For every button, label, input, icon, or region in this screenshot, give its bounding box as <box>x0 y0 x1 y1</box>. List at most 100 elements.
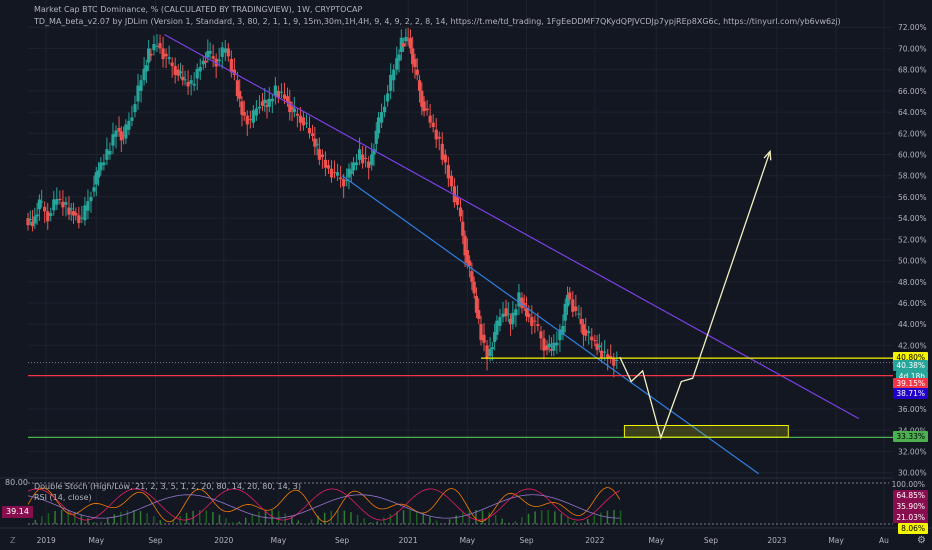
candle-body <box>561 325 565 335</box>
osc-histogram-bar <box>277 511 280 524</box>
candle-body <box>565 295 570 307</box>
candle-body <box>530 317 534 326</box>
rsi-legend[interactable]: RSI (14, close) <box>34 493 92 502</box>
y-tick-label: 34.00% <box>898 426 927 435</box>
x-tick-label: May <box>271 536 287 545</box>
candle-body <box>149 53 153 56</box>
candle-body <box>574 306 578 311</box>
candle-body <box>455 196 460 205</box>
candle-body <box>270 98 274 102</box>
osc-histogram-bar <box>455 515 457 524</box>
x-tick-label: 2023 <box>767 536 786 545</box>
candle-body <box>386 93 390 102</box>
x-tick-label: 2020 <box>214 536 233 545</box>
candle-body <box>119 131 123 141</box>
candle-body <box>158 43 162 49</box>
candle-body <box>238 90 242 99</box>
stoch-legend[interactable]: Double Stoch (High/Low, 21, 2, 3, 5, 1, … <box>34 482 302 491</box>
candle-body <box>539 331 543 339</box>
osc-histogram-bar <box>540 510 543 524</box>
osc-histogram-bar <box>586 518 589 524</box>
osc-histogram-bar <box>159 520 162 524</box>
osc-histogram-bar <box>600 512 602 524</box>
candle-body <box>472 281 476 294</box>
osc-histogram-bar <box>100 521 102 524</box>
y-tick-label: 54.00% <box>898 214 927 223</box>
osc-tick-label: 8.06% <box>898 523 928 534</box>
candle-body <box>89 196 93 202</box>
osc-histogram-bar <box>297 520 300 524</box>
x-tick-label: May <box>828 536 844 545</box>
candle-body <box>96 170 101 178</box>
candle-body <box>465 249 469 264</box>
candle-body <box>136 85 140 102</box>
candle-body <box>379 112 384 123</box>
candle-body <box>395 58 399 70</box>
candle-body <box>326 165 331 169</box>
osc-histogram-bar <box>521 517 523 524</box>
trend-line-0 <box>164 34 860 420</box>
candle-body <box>86 201 90 211</box>
candle-body <box>173 66 177 75</box>
osc-histogram-bar <box>376 521 379 524</box>
indicator-legend[interactable]: TD_MA_beta_v2.07 by JDLim (Version 1, St… <box>34 17 841 26</box>
candle-body <box>425 108 429 111</box>
osc-histogram-bar <box>74 511 76 524</box>
candle-body <box>276 90 280 98</box>
x-tick-label: 2019 <box>37 536 56 545</box>
osc-histogram-bar <box>494 515 497 524</box>
candle-body <box>536 324 540 326</box>
osc-histogram-bar <box>179 515 181 524</box>
candle-body <box>28 219 32 221</box>
gear-icon[interactable]: ⚙ <box>917 535 926 546</box>
candle-body <box>506 313 510 315</box>
rsi-current-value: 39.14 <box>2 506 33 518</box>
candle-body <box>458 207 463 217</box>
candle-body <box>181 76 185 81</box>
candle-body <box>404 36 408 42</box>
candle-body <box>71 211 76 216</box>
candle-body <box>568 292 572 300</box>
osc-histogram-bar <box>534 511 536 524</box>
candle-body <box>26 218 30 226</box>
x-tick-label: Sep <box>335 536 349 545</box>
candle-body <box>298 115 302 123</box>
candle-body <box>514 309 518 316</box>
candle-body <box>317 149 321 160</box>
candle-body <box>501 313 505 318</box>
candle-body <box>411 48 415 65</box>
y-tick-label: 36.00% <box>898 405 927 414</box>
osc-histogram-bar <box>573 520 576 524</box>
time-axis: 2019 May Sep 2020 May Sep 2021 May Sep 2022 May Sep… <box>0 527 932 550</box>
candle-body <box>347 168 351 178</box>
candle-body <box>40 201 44 203</box>
candle-body <box>130 117 134 121</box>
candle-body <box>590 336 594 341</box>
candle-body <box>367 161 371 168</box>
y-tick-label: 58.00% <box>898 172 927 181</box>
y-tick-label: 42.00% <box>898 341 927 350</box>
candle-body <box>288 101 292 113</box>
y-tick-label: 48.00% <box>898 278 927 287</box>
candle-body <box>178 71 183 74</box>
candle-body <box>542 338 546 351</box>
candle-body <box>349 170 353 174</box>
candle-body <box>223 48 227 53</box>
candle-body <box>295 113 299 116</box>
candle-body <box>208 50 212 54</box>
x-tick-label: Sep <box>704 536 718 545</box>
x-tick-label: May <box>649 536 665 545</box>
candle-body <box>428 115 432 123</box>
y-tick-label: 30.00% <box>898 469 927 478</box>
candle-body <box>524 308 529 317</box>
candle-body <box>470 271 474 282</box>
candle-body <box>443 154 447 163</box>
osc-histogram-bar <box>152 516 155 524</box>
osc-histogram-bar <box>619 510 622 524</box>
candle-body <box>279 91 284 93</box>
candle-body <box>370 154 374 166</box>
osc-histogram-bar <box>415 511 418 524</box>
candle-body <box>74 212 78 216</box>
candle-body <box>304 122 309 124</box>
